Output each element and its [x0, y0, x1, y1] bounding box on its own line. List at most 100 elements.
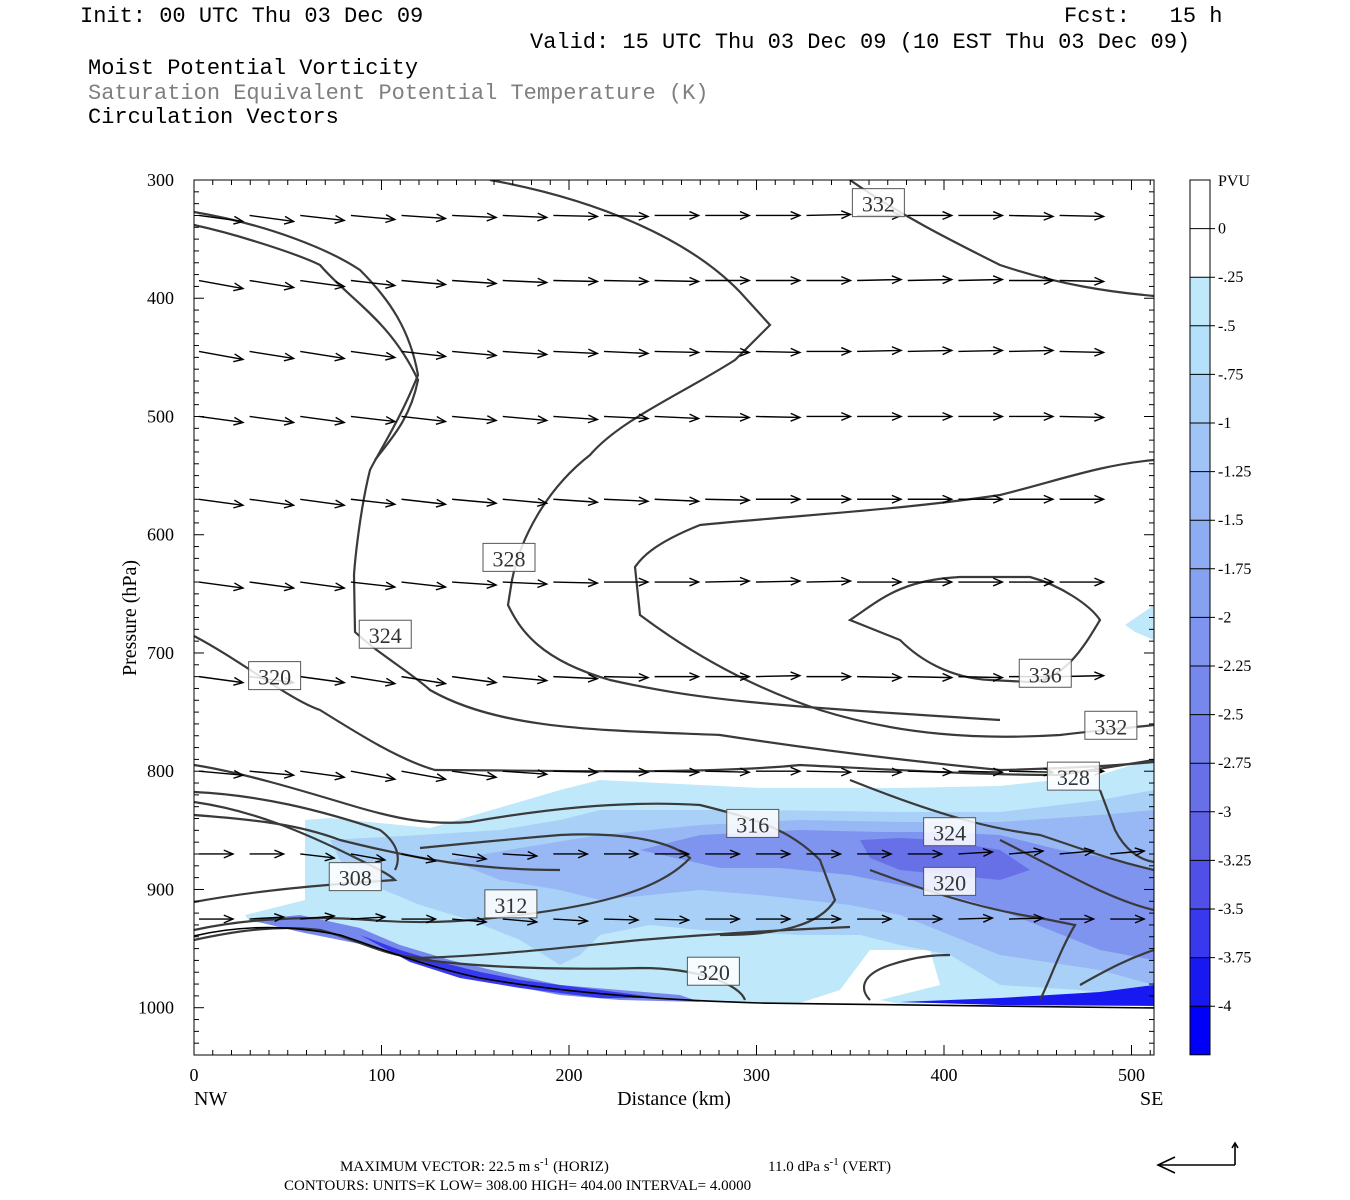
wind-vector — [806, 275, 853, 286]
wind-vector — [857, 346, 903, 356]
wind-vector — [249, 913, 286, 923]
x-tick-label: 100 — [368, 1065, 395, 1085]
x-tick-label: 300 — [743, 1065, 770, 1085]
footer-contours: CONTOURS: UNITS=K LOW= 308.00 HIGH= 404.… — [284, 1178, 751, 1194]
contour-label: 324 — [358, 619, 412, 649]
valid-time: Valid: 15 UTC Thu 03 Dec 09 (10 EST Thu … — [530, 30, 1191, 55]
colorbar-label: -3.25 — [1218, 852, 1251, 869]
wind-vector — [755, 347, 802, 357]
wind-vector — [553, 767, 600, 777]
colorbar-swatch — [1190, 811, 1210, 861]
x-axis-title: Distance (km) — [617, 1088, 731, 1110]
wind-vector — [806, 672, 853, 682]
colorbar-swatch — [1190, 860, 1210, 909]
wind-vector — [603, 348, 650, 358]
wind-vector — [452, 675, 498, 686]
wind-vector — [1110, 847, 1147, 857]
contour-label: 328 — [1046, 761, 1100, 791]
wind-vector — [907, 210, 954, 221]
wind-vector — [452, 770, 498, 781]
y-axis-title: Pressure (hPa) — [119, 560, 141, 676]
wind-vector — [502, 212, 549, 222]
colorbar-label: -2.75 — [1218, 755, 1251, 772]
wind-vector — [249, 279, 296, 291]
wind-vector — [604, 849, 640, 859]
wind-vector — [958, 275, 1005, 285]
wind-vector — [654, 577, 701, 587]
contour-324 — [194, 210, 1154, 772]
terrain-line — [194, 926, 1154, 1009]
x-tick-label: 500 — [1118, 1065, 1145, 1085]
wind-vector — [603, 915, 640, 925]
svg-text:312: 312 — [494, 893, 527, 918]
axis-ticks — [193, 179, 1154, 1056]
wind-vector — [654, 413, 701, 423]
contour-low-1 — [194, 763, 837, 937]
wind-vector — [401, 853, 438, 864]
wind-vector — [350, 853, 387, 863]
wind-vector — [705, 412, 752, 422]
wind-vector — [705, 767, 752, 777]
wind-vector — [806, 411, 853, 422]
wind-vector — [907, 411, 954, 422]
svg-text:332: 332 — [862, 192, 895, 217]
wind-vector — [452, 350, 498, 360]
wind-vector — [401, 350, 448, 360]
wind-vector — [806, 914, 843, 924]
wind-vector — [603, 413, 650, 423]
wind-vector — [249, 498, 296, 509]
wind-vector — [755, 412, 802, 422]
wind-vector — [350, 770, 397, 783]
contour-336 — [847, 575, 1102, 684]
contour-320 — [194, 223, 420, 461]
wind-vector — [452, 916, 488, 926]
svg-text:316: 316 — [736, 812, 769, 837]
wind-vector — [300, 675, 347, 686]
wind-vector — [1059, 412, 1106, 422]
nw-end-label: NW — [194, 1088, 227, 1110]
contour-label: 308 — [328, 862, 382, 892]
wind-vector — [249, 581, 296, 592]
colorbar-swatch — [1190, 520, 1210, 569]
wind-vector — [857, 672, 903, 682]
wind-vector — [401, 498, 448, 508]
wind-vector — [806, 346, 853, 356]
wind-vector — [857, 494, 903, 504]
colorbar-swatch — [1190, 568, 1210, 618]
wind-vector — [300, 498, 347, 509]
colorbar-label: -2 — [1218, 609, 1231, 626]
wind-vector — [907, 767, 954, 777]
wind-vector — [806, 210, 853, 220]
wind-vector — [553, 211, 600, 221]
colorbar-swatch — [1190, 277, 1210, 326]
pv-region-core — [640, 830, 1154, 960]
wind-vector — [958, 767, 1005, 777]
y-tick-label: 700 — [147, 643, 174, 663]
wind-vector — [958, 346, 1005, 356]
pv-region-sfc-core — [360, 935, 660, 998]
colorbar-swatch — [1190, 909, 1210, 958]
wind-vector — [553, 578, 600, 588]
contour-324-low — [849, 778, 1154, 872]
wind-vector — [907, 849, 944, 859]
colorbar-title: PVU — [1218, 173, 1250, 190]
y-tick-label: 400 — [147, 288, 174, 308]
wind-vector — [755, 766, 802, 776]
contour-label: 336 — [1018, 658, 1072, 688]
colorbar-swatch — [1190, 325, 1210, 375]
colorbar-label: -4 — [1218, 998, 1231, 1015]
wind-vector — [654, 915, 691, 925]
wind-vector — [1059, 347, 1106, 357]
footer-vert: 11.0 dPa s-1 (VERT) — [768, 1156, 891, 1175]
wind-vector — [350, 581, 397, 591]
wind-vector — [502, 916, 539, 926]
wind-vector — [1008, 847, 1045, 857]
wind-vector — [452, 278, 498, 288]
colorbar-label: -1 — [1218, 415, 1231, 432]
colorbar-label: -1.5 — [1218, 512, 1243, 529]
wind-vector — [1009, 411, 1055, 422]
contour-312 — [194, 833, 692, 932]
wind-vector — [502, 769, 549, 779]
wind-vector — [1008, 211, 1055, 221]
wind-vector — [300, 214, 347, 224]
